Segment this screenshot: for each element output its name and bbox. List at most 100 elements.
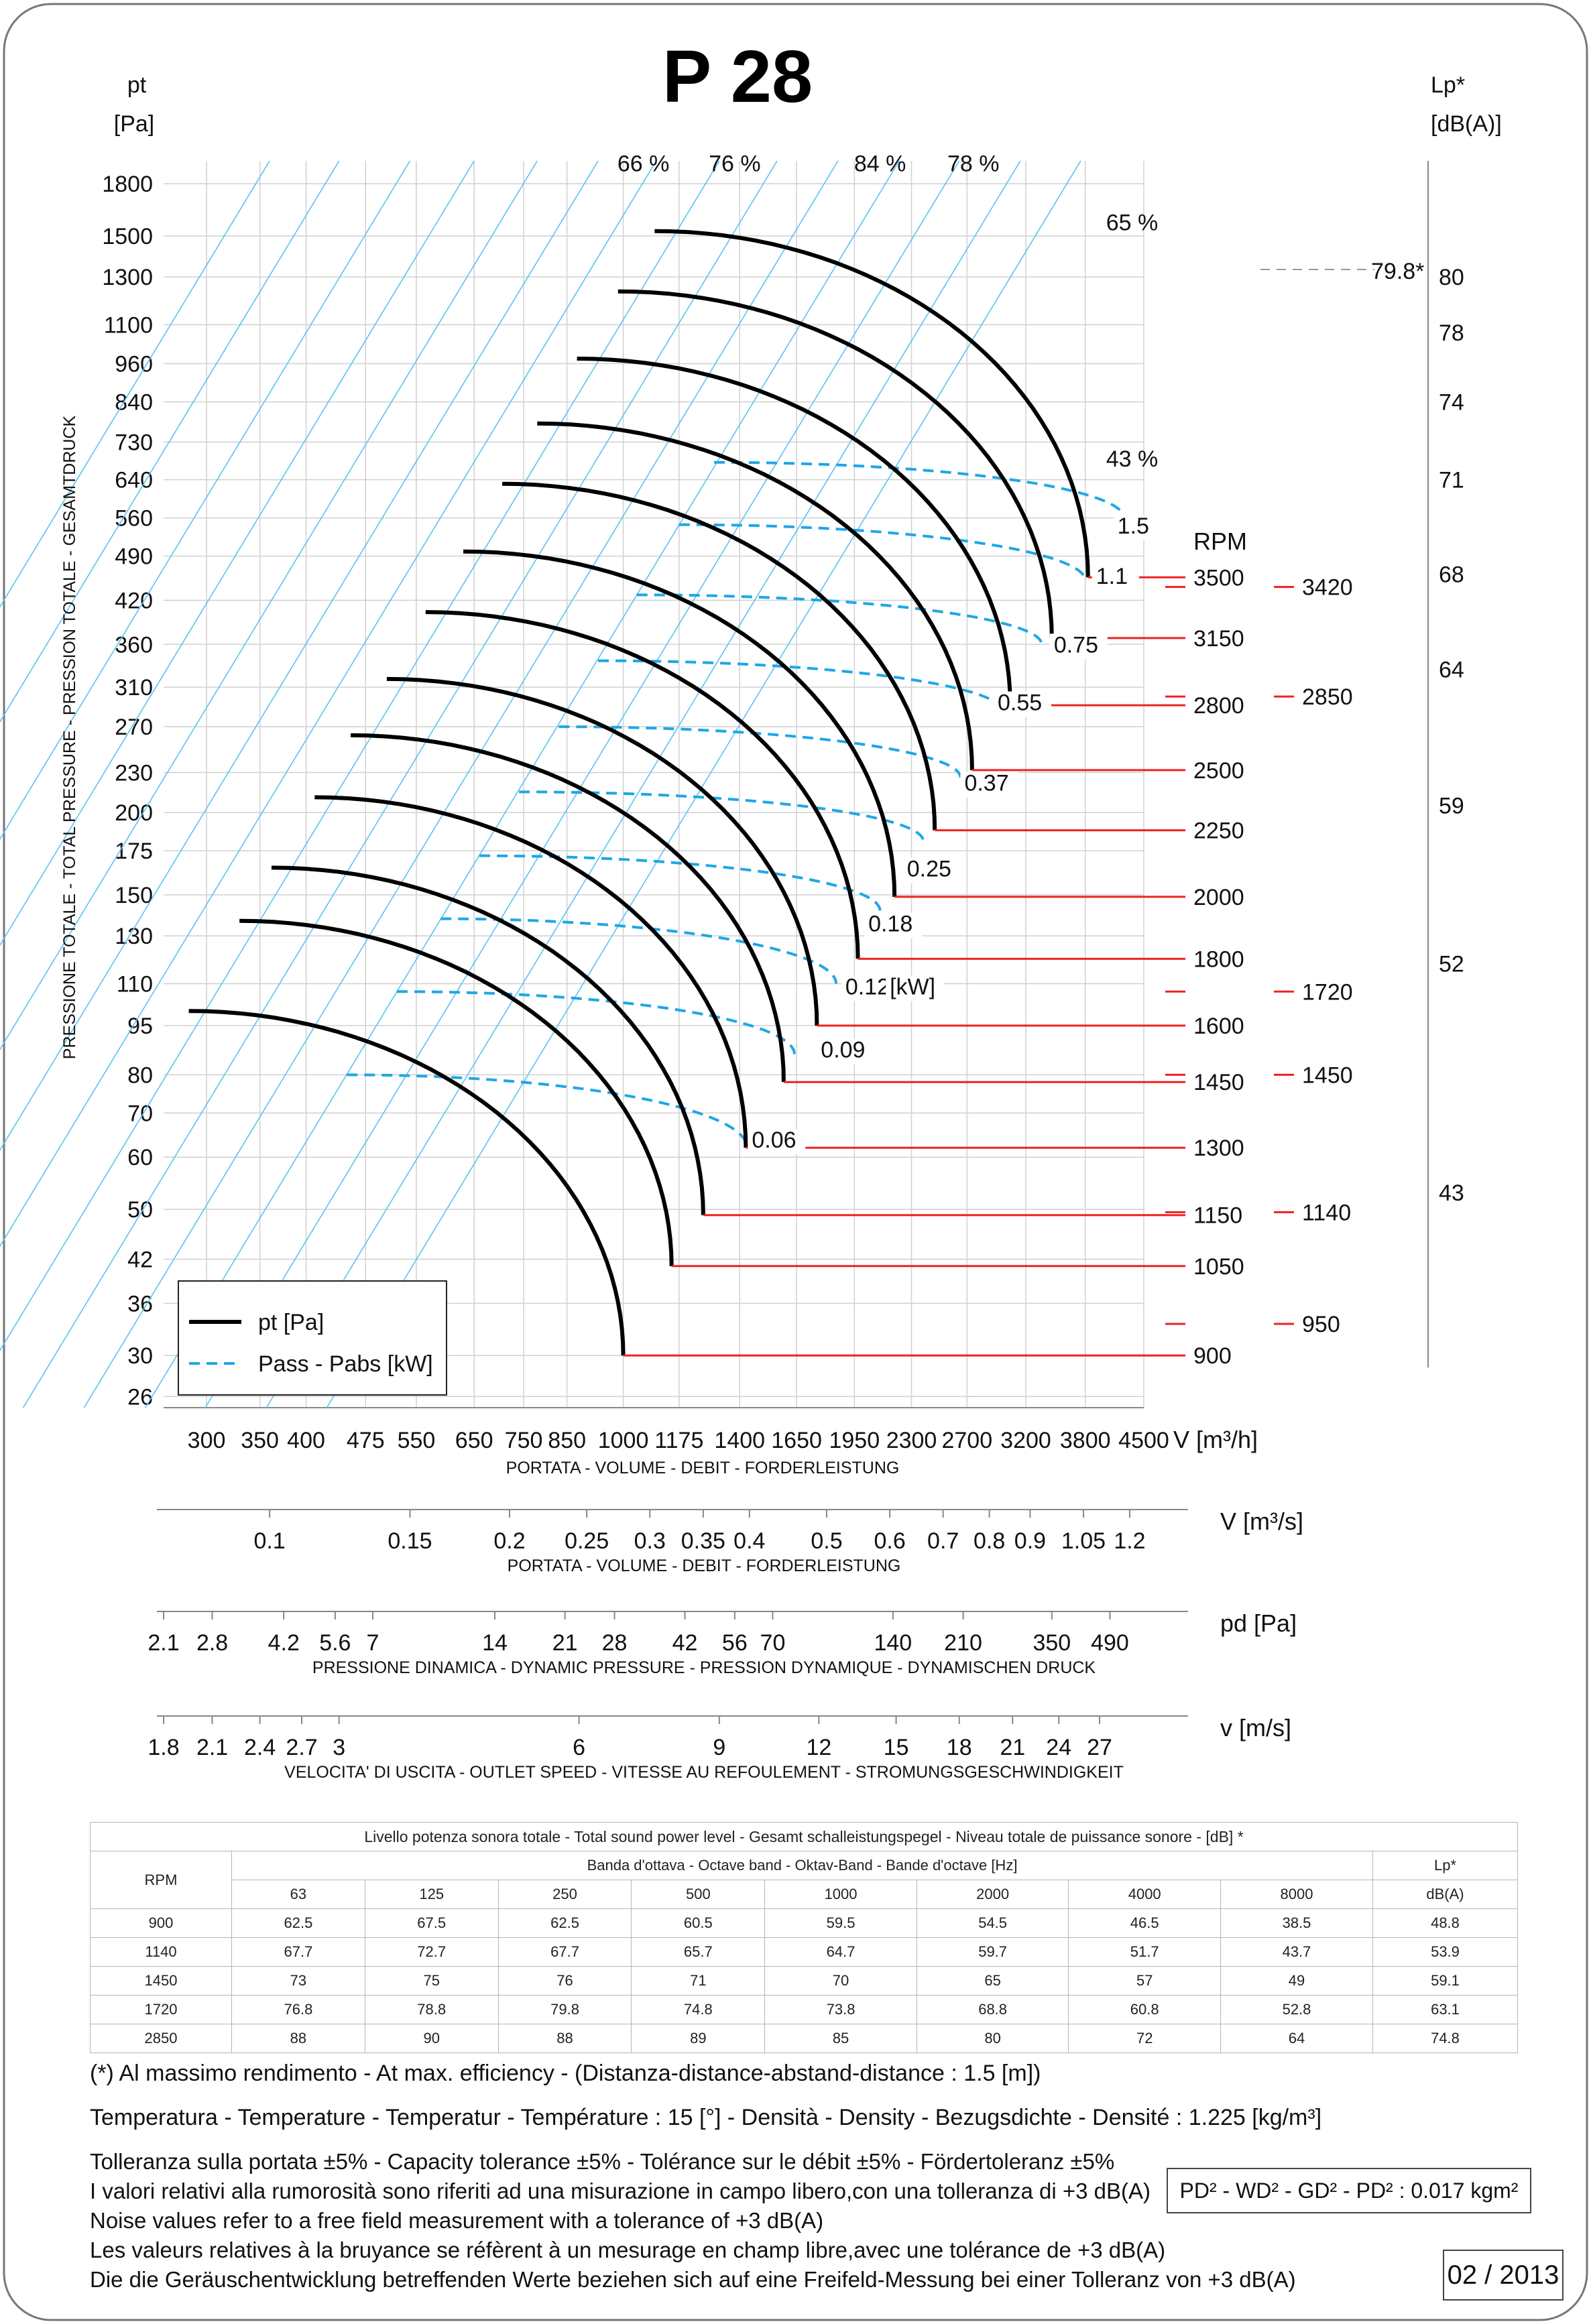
efficiency-diagonal bbox=[0, 160, 270, 608]
note-temperature-density: Temperatura - Temperature - Temperatur -… bbox=[90, 2105, 1322, 2130]
lp-unit-header: dB(A) bbox=[1372, 1880, 1518, 1909]
y-axis-title: PRESSIONE TOTALE - TOTAL PRESSURE - PRES… bbox=[60, 415, 79, 1059]
lp-tick-label: 78 bbox=[1439, 320, 1464, 346]
lp-axis-unit: [dB(A)] bbox=[1431, 111, 1502, 137]
noise-rpm-label-2850: 2850 bbox=[1302, 684, 1353, 710]
rpm-label-1450: 1450 bbox=[1193, 1070, 1244, 1095]
secondary-tick-label: 21 bbox=[1000, 1735, 1025, 1760]
lp-axis-title: Lp* bbox=[1431, 72, 1465, 98]
rpm-label-2500: 2500 bbox=[1193, 758, 1244, 784]
secondary-tick-label: 4.2 bbox=[268, 1630, 300, 1656]
rpm-label-1300: 1300 bbox=[1193, 1136, 1244, 1161]
efficiency-diagonal bbox=[0, 160, 475, 946]
efficiency-diagonal bbox=[0, 160, 340, 723]
y-tick-label: 60 bbox=[127, 1145, 153, 1170]
y-tick-label: 490 bbox=[115, 544, 153, 570]
efficiency-diagonal bbox=[0, 160, 657, 1247]
rpm-label-3500: 3500 bbox=[1193, 565, 1244, 591]
y-tick-label: 230 bbox=[115, 761, 153, 786]
value-cell: 72 bbox=[1068, 2024, 1221, 2053]
rpm-label-3150: 3150 bbox=[1193, 626, 1244, 652]
value-cell: 65.7 bbox=[631, 1937, 766, 1967]
rpm-header: RPM bbox=[90, 1851, 232, 1909]
lp-tick-label: 64 bbox=[1439, 657, 1464, 682]
secondary-tick-label: 70 bbox=[760, 1630, 786, 1656]
efficiency-diagonal bbox=[83, 160, 839, 1408]
power-curve-0-37 bbox=[558, 725, 962, 778]
x-tick-label: 2300 bbox=[886, 1428, 937, 1453]
rpm-cell: 1140 bbox=[90, 1937, 232, 1967]
legend-pt-label: pt [Pa] bbox=[258, 1310, 324, 1335]
secondary-tick-label: 28 bbox=[602, 1630, 628, 1656]
sheet-border bbox=[3, 3, 1588, 2321]
value-cell: 90 bbox=[364, 2024, 499, 2053]
rpm-cell: 2850 bbox=[90, 2024, 232, 2053]
rpm-cell: 900 bbox=[90, 1908, 232, 1938]
rpm-label-1600: 1600 bbox=[1193, 1014, 1244, 1039]
x-tick-label: 400 bbox=[287, 1428, 325, 1453]
y-tick-label: 175 bbox=[115, 839, 153, 864]
value-cell: 60.5 bbox=[631, 1908, 766, 1938]
secondary-tick-label: 3 bbox=[333, 1735, 345, 1760]
power-curve-0-25 bbox=[519, 790, 925, 842]
x-tick-label: 4500 bbox=[1118, 1428, 1169, 1453]
value-cell: 68.8 bbox=[916, 1995, 1069, 2024]
note-tolerance-line: I valori relativi alla rumorosità sono r… bbox=[90, 2179, 1151, 2203]
x-tick-label: 475 bbox=[347, 1428, 385, 1453]
x-tick-label: 3800 bbox=[1060, 1428, 1111, 1453]
power-label-bg bbox=[994, 691, 1052, 717]
lp-tick-label: 52 bbox=[1439, 951, 1464, 977]
value-cell: 74.8 bbox=[631, 1995, 766, 2024]
value-cell: 88 bbox=[497, 2024, 632, 2053]
value-cell: 60.8 bbox=[1068, 1995, 1221, 2024]
value-cell: 73 bbox=[231, 1966, 365, 1996]
y-tick-label: 200 bbox=[115, 800, 153, 826]
band-header: 250 bbox=[497, 1880, 632, 1909]
lp-tick-label: 59 bbox=[1439, 794, 1464, 819]
efficiency-diagonal bbox=[0, 160, 538, 1050]
inertia-box: PD² - WD² - GD² - PD² : 0.017 kgm² bbox=[1167, 2168, 1531, 2213]
lp-cell: 48.8 bbox=[1372, 1908, 1518, 1938]
power-label-bg bbox=[864, 912, 923, 938]
secondary-tick-label: 0.6 bbox=[874, 1528, 905, 1554]
x-tick-label: 300 bbox=[188, 1428, 226, 1453]
y-tick-label: 1500 bbox=[102, 224, 153, 249]
rpm-curve-3150 bbox=[617, 289, 1054, 638]
power-label-bg bbox=[960, 772, 1018, 798]
power-curve-0-75 bbox=[636, 593, 1043, 645]
efficiency-label: 76 % bbox=[709, 151, 761, 177]
rpm-curve-2800 bbox=[577, 357, 1012, 706]
noise-rpm-label-950: 950 bbox=[1302, 1312, 1340, 1337]
value-cell: 80 bbox=[916, 2024, 1069, 2053]
value-cell: 88 bbox=[231, 2024, 365, 2053]
power-curve-0-06 bbox=[347, 1073, 749, 1148]
secondary-tick-label: 0.25 bbox=[565, 1528, 609, 1554]
value-cell: 76.8 bbox=[231, 1995, 365, 2024]
value-cell: 59.7 bbox=[916, 1937, 1069, 1967]
band-header: 1000 bbox=[764, 1880, 917, 1909]
table-row: 900 62.5 67.5 62.5 60.5 59.5 54.5 46.5 3… bbox=[90, 1908, 1518, 1938]
noise-rpm-label-1140: 1140 bbox=[1302, 1200, 1351, 1225]
power-curve-1-1 bbox=[679, 523, 1087, 581]
x-tick-label: 3200 bbox=[1000, 1428, 1051, 1453]
efficiency-diagonal bbox=[0, 160, 599, 1152]
band-header: 500 bbox=[631, 1880, 766, 1909]
value-cell: 46.5 bbox=[1068, 1908, 1221, 1938]
note-tolerance-line: Les valeurs relatives à la bruyance se r… bbox=[90, 2238, 1166, 2262]
lp-tick-label: 74 bbox=[1439, 390, 1464, 416]
y-tick-label: 80 bbox=[127, 1062, 153, 1088]
legend-power-label: Pass - Pabs [kW] bbox=[258, 1351, 433, 1377]
value-cell: 54.5 bbox=[916, 1908, 1069, 1938]
power-label: 0.06 bbox=[752, 1127, 796, 1153]
secondary-tick-label: 21 bbox=[552, 1630, 578, 1656]
secondary-tick-label: 1.2 bbox=[1114, 1528, 1145, 1554]
lp-cell: 59.1 bbox=[1372, 1966, 1518, 1996]
efficiency-diagonal bbox=[145, 160, 900, 1408]
lp-tick-label: 68 bbox=[1439, 562, 1464, 588]
efficiency-diagonal bbox=[22, 160, 778, 1408]
secondary-tick-label: 0.2 bbox=[493, 1528, 525, 1554]
value-cell: 78.8 bbox=[364, 1995, 499, 2024]
power-label-bg bbox=[902, 857, 961, 883]
rpm-curve-900 bbox=[188, 1009, 626, 1356]
table-row: 1140 67.7 72.7 67.7 65.7 64.7 59.7 51.7 … bbox=[90, 1937, 1518, 1967]
